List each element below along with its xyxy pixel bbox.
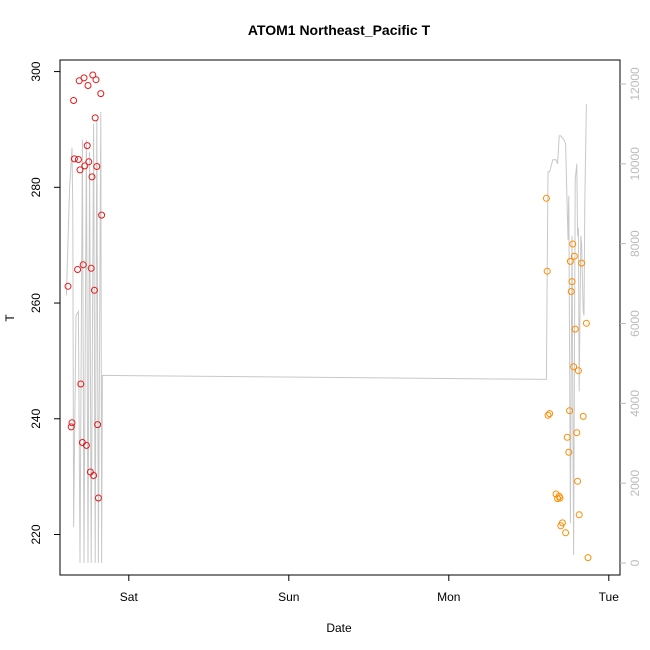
data-point — [543, 267, 551, 275]
right-y-tick-label: 4000 — [628, 390, 642, 417]
right-y-tick-label: 2000 — [628, 470, 642, 497]
x-tick-label: Sun — [278, 590, 299, 604]
data-point — [90, 472, 98, 479]
data-point — [578, 259, 586, 267]
x-tick-label: Tue — [599, 590, 620, 604]
y-axis-label: T — [3, 314, 17, 322]
x-axis: Sat Sun Mon Tue — [120, 575, 619, 604]
data-point — [575, 511, 583, 519]
data-point — [567, 288, 575, 295]
data-point — [87, 264, 95, 272]
data-point — [571, 325, 579, 333]
data-point — [68, 419, 76, 427]
data-point — [64, 282, 72, 290]
data-point — [74, 156, 82, 163]
x-tick-label: Mon — [437, 590, 460, 604]
data-point — [568, 278, 576, 286]
data-point — [94, 494, 102, 502]
data-point — [570, 363, 578, 371]
data-point — [92, 76, 100, 84]
data-point — [84, 82, 92, 89]
data-point — [82, 441, 90, 449]
right-y-tick-label: 10000 — [628, 147, 642, 181]
data-point — [582, 319, 590, 327]
y-tick-label: 240 — [29, 408, 43, 428]
y-tick-label: 260 — [29, 293, 43, 313]
x-tick-label: Sat — [120, 590, 139, 604]
altitude-line-layer — [65, 103, 587, 564]
y-axis: 220 240 260 280 300 — [29, 61, 60, 545]
y-tick-label: 220 — [29, 524, 43, 544]
data-point — [566, 257, 574, 265]
data-point — [89, 71, 97, 79]
data-point — [98, 211, 106, 219]
data-point — [544, 411, 552, 419]
data-point — [579, 412, 587, 420]
right-y-axis: 0 2000 4000 6000 8000 10000 12000 — [620, 67, 642, 566]
data-point — [81, 162, 89, 170]
points-layer — [64, 71, 592, 562]
data-point — [77, 380, 85, 388]
y-tick-label: 280 — [29, 177, 43, 197]
data-point — [70, 155, 78, 163]
data-point — [546, 410, 554, 418]
data-point — [97, 90, 105, 98]
data-point — [79, 261, 87, 269]
data-point — [90, 286, 98, 294]
data-point — [563, 433, 571, 441]
altitude-line — [65, 103, 587, 564]
data-point — [556, 494, 564, 502]
data-point — [558, 519, 566, 527]
right-y-tick-label: 0 — [628, 559, 642, 566]
right-y-tick-label: 12000 — [628, 67, 642, 101]
data-point — [83, 142, 91, 150]
data-point — [67, 423, 75, 431]
data-point — [91, 114, 99, 122]
data-point — [94, 421, 102, 429]
data-point — [542, 194, 550, 202]
right-y-tick-label: 6000 — [628, 310, 642, 337]
data-point — [70, 97, 78, 104]
data-point — [88, 173, 96, 181]
data-point — [573, 429, 581, 437]
data-point — [74, 266, 82, 273]
chart-title: ATOM1 Northeast_Pacific T — [248, 22, 431, 38]
data-point — [93, 163, 101, 170]
plot-area — [59, 59, 621, 576]
data-point — [562, 529, 570, 537]
data-point — [570, 252, 578, 260]
data-point — [574, 367, 582, 375]
data-point — [584, 554, 592, 562]
x-axis-label: Date — [326, 621, 352, 635]
data-point — [569, 240, 577, 248]
data-point — [566, 407, 574, 415]
right-y-tick-label: 8000 — [628, 230, 642, 257]
data-point — [85, 158, 93, 166]
data-point — [76, 166, 84, 174]
data-point — [80, 74, 88, 82]
data-point — [574, 477, 582, 485]
y-tick-label: 300 — [29, 61, 43, 81]
data-point — [565, 448, 573, 456]
